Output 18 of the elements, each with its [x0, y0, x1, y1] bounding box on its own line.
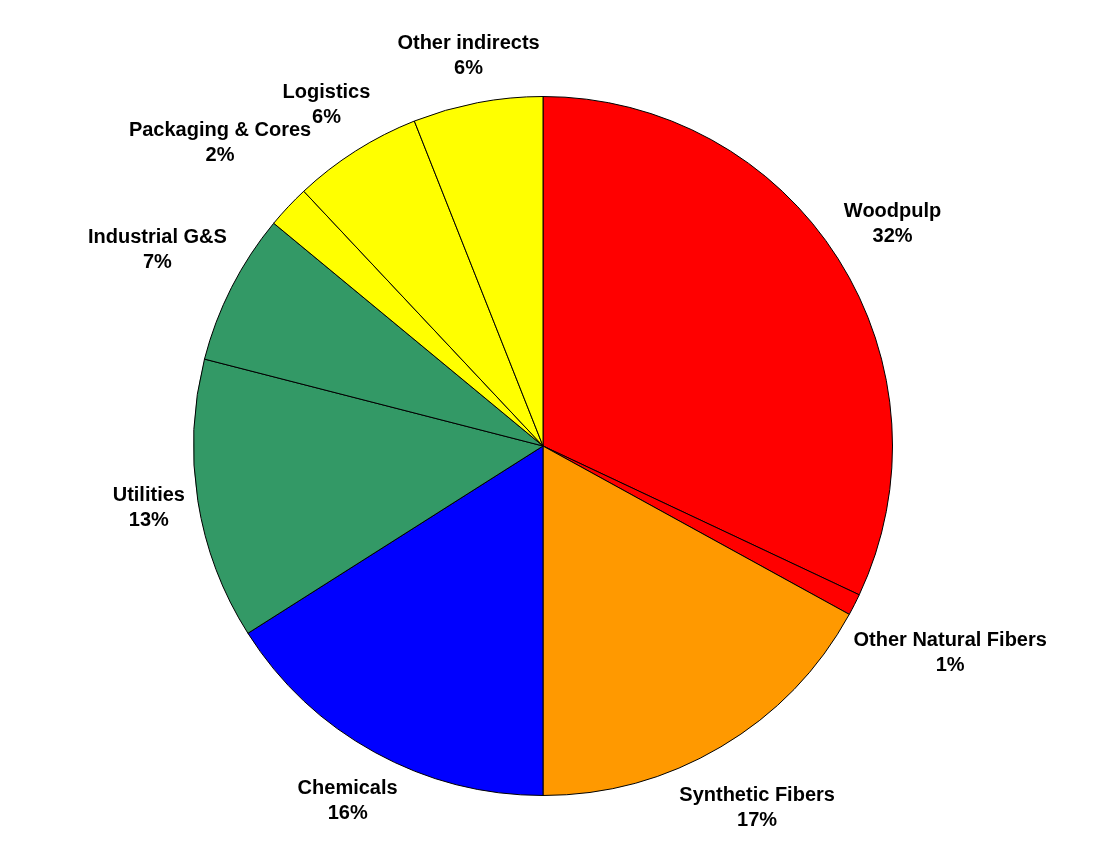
- slice-label: Logistics: [282, 79, 371, 102]
- slice-label: Woodpulp: [843, 199, 942, 222]
- data-label: 6%: [454, 55, 484, 78]
- data-label: 17%: [737, 808, 778, 831]
- data-label: 16%: [327, 801, 368, 824]
- data-label: 2%: [205, 142, 235, 165]
- data-label: 1%: [935, 653, 965, 676]
- slice-label: Utilities: [112, 483, 185, 506]
- data-label: 6%: [312, 104, 342, 127]
- data-label: 32%: [872, 224, 913, 247]
- slice-label: Packaging & Cores: [128, 117, 312, 140]
- slice-label: Industrial G&S: [87, 224, 227, 247]
- data-label: 7%: [142, 249, 173, 272]
- slice-label: Other indirects: [397, 30, 540, 53]
- data-label: 13%: [128, 508, 170, 531]
- slice-label: Other Natural Fibers: [853, 628, 1047, 651]
- slice-label: Synthetic Fibers: [679, 783, 835, 806]
- slice-label: Chemicals: [297, 776, 398, 799]
